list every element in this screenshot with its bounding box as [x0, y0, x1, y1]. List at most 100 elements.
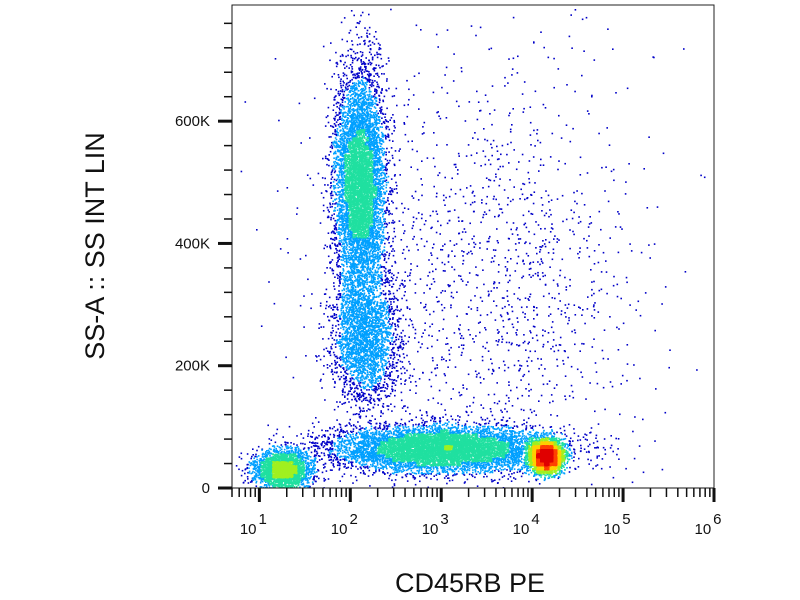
event-dot: [367, 374, 369, 376]
event-dot: [341, 239, 343, 241]
event-dot: [603, 358, 605, 360]
event-dot: [494, 109, 496, 111]
event-dot: [482, 426, 484, 428]
event-dot: [479, 242, 481, 244]
event-dot: [358, 67, 360, 69]
event-dot: [511, 473, 513, 475]
event-dot: [510, 129, 512, 131]
event-dot: [445, 343, 447, 345]
event-dot: [558, 239, 560, 241]
event-dot: [507, 268, 509, 270]
event-dot: [331, 191, 333, 193]
event-dot: [308, 430, 310, 432]
event-dot: [347, 411, 349, 413]
event-dot: [559, 275, 561, 277]
event-dot: [383, 373, 385, 375]
event-dot: [431, 227, 433, 229]
event-dot: [372, 68, 374, 70]
event-dot: [537, 340, 539, 342]
event-dot: [337, 63, 339, 65]
event-dot: [247, 464, 249, 466]
event-dot: [386, 251, 388, 253]
event-dot: [335, 116, 337, 118]
event-dot: [436, 196, 438, 198]
event-dot: [431, 263, 433, 265]
event-dot: [497, 344, 499, 346]
event-dot: [359, 384, 361, 386]
event-dot: [460, 189, 462, 191]
event-dot: [394, 165, 396, 167]
event-dot: [330, 335, 332, 337]
event-dot: [359, 86, 361, 88]
event-dot: [378, 399, 380, 401]
event-dot: [335, 224, 337, 226]
event-dot: [377, 282, 379, 284]
event-dot: [285, 444, 287, 446]
event-dot: [455, 193, 457, 195]
event-dot: [535, 273, 537, 275]
event-dot: [459, 419, 461, 421]
event-dot: [504, 370, 506, 372]
event-dot: [285, 442, 287, 444]
event-dot: [491, 373, 493, 375]
event-dot: [381, 106, 383, 108]
event-dot: [598, 262, 600, 264]
event-dot: [349, 384, 351, 386]
event-dot: [371, 86, 373, 88]
event-dot: [512, 199, 514, 201]
event-dot: [279, 446, 281, 448]
event-dot: [322, 441, 324, 443]
event-dot: [420, 347, 422, 349]
event-dot: [346, 384, 348, 386]
event-dot: [602, 458, 604, 460]
event-dot: [532, 213, 534, 215]
event-dot: [429, 314, 431, 316]
event-dot: [466, 388, 468, 390]
event-dot: [388, 236, 390, 238]
event-dot: [421, 336, 423, 338]
event-dot: [379, 394, 381, 396]
event-dot: [352, 44, 354, 46]
event-dot: [350, 468, 352, 470]
event-dot: [383, 282, 385, 284]
event-dot: [362, 470, 364, 472]
event-dot: [309, 441, 311, 443]
event-dot: [645, 292, 647, 294]
event-dot: [477, 485, 479, 487]
event-dot: [337, 309, 339, 311]
event-dot: [338, 102, 340, 104]
event-dot: [387, 232, 389, 234]
event-dot: [516, 432, 518, 434]
event-dot: [383, 154, 385, 156]
event-dot: [347, 106, 349, 108]
event-dot: [538, 170, 540, 172]
event-dot: [523, 435, 525, 437]
event-dot: [287, 442, 289, 444]
event-dot: [381, 90, 383, 92]
event-dot: [316, 451, 318, 453]
event-dot: [626, 380, 628, 382]
event-dot: [338, 91, 340, 93]
event-dot: [384, 250, 386, 252]
event-dot: [377, 254, 379, 256]
event-dot: [422, 420, 424, 422]
event-dot: [329, 305, 331, 307]
event-dot: [326, 164, 328, 166]
event-dot: [613, 285, 615, 287]
event-dot: [524, 184, 526, 186]
event-dot: [575, 332, 577, 334]
event-dot: [321, 387, 323, 389]
event-dot: [380, 112, 382, 114]
event-dot: [482, 217, 484, 219]
event-dot: [387, 126, 389, 128]
event-dot: [594, 317, 596, 319]
event-dot: [364, 473, 366, 475]
event-dot: [361, 395, 363, 397]
event-dot: [429, 379, 431, 381]
event-dot: [338, 265, 340, 267]
event-dot: [322, 338, 324, 340]
event-dot: [383, 221, 385, 223]
event-dot: [333, 213, 335, 215]
event-dot: [513, 477, 515, 479]
event-dot: [540, 258, 542, 260]
